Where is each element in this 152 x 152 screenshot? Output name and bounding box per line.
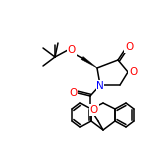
Text: O: O bbox=[129, 67, 137, 77]
Polygon shape bbox=[81, 57, 97, 68]
Text: N: N bbox=[96, 81, 104, 91]
Text: O: O bbox=[90, 105, 98, 115]
Text: O: O bbox=[68, 45, 76, 55]
Text: O: O bbox=[69, 88, 77, 98]
Text: O: O bbox=[125, 42, 133, 52]
